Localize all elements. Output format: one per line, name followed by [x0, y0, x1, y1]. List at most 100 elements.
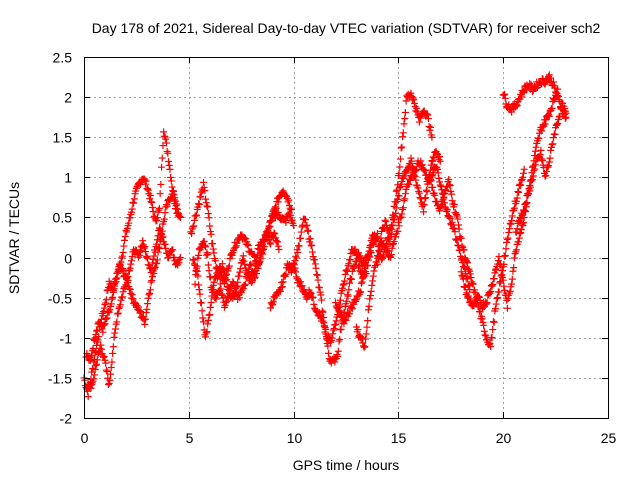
- data-point: [167, 247, 175, 255]
- data-point: [504, 234, 512, 242]
- data-point: [336, 335, 344, 343]
- data-point: [472, 299, 480, 307]
- data-point: [214, 272, 222, 280]
- data-point: [218, 290, 226, 298]
- data-point: [352, 295, 360, 303]
- data-point: [517, 176, 525, 184]
- data-point: [490, 275, 498, 283]
- data-point: [343, 297, 351, 305]
- data-point: [358, 278, 366, 286]
- data-point: [241, 280, 249, 288]
- data-point: [453, 212, 461, 220]
- data-point: [243, 271, 251, 279]
- data-point: [407, 89, 415, 97]
- data-point: [309, 293, 317, 301]
- data-point: [308, 241, 316, 249]
- data-point: [360, 343, 368, 351]
- data-point: [251, 262, 259, 270]
- data-point: [543, 168, 551, 176]
- data-point: [513, 194, 521, 202]
- data-point: [161, 240, 169, 248]
- data-point: [240, 257, 248, 265]
- data-point: [105, 379, 113, 387]
- data-point: [549, 140, 557, 148]
- data-point: [252, 257, 260, 265]
- data-point: [297, 278, 305, 286]
- data-point: [144, 254, 152, 262]
- data-point: [492, 300, 500, 308]
- data-point: [354, 326, 362, 334]
- data-point: [168, 183, 176, 191]
- data-point: [200, 237, 208, 245]
- data-point: [126, 214, 134, 222]
- data-point: [515, 188, 523, 196]
- data-point: [141, 180, 149, 188]
- data-point: [111, 329, 119, 337]
- data-point: [253, 252, 261, 260]
- data-point: [311, 256, 319, 264]
- data-point: [248, 279, 256, 287]
- data-point: [401, 108, 409, 116]
- data-point: [128, 257, 136, 265]
- data-point: [395, 192, 403, 200]
- data-point: [327, 338, 335, 346]
- data-point: [83, 387, 91, 395]
- data-point: [446, 214, 454, 222]
- data-point: [96, 344, 104, 352]
- data-point: [231, 283, 239, 291]
- data-point: [529, 172, 537, 180]
- data-point: [87, 353, 95, 361]
- data-point: [136, 309, 144, 317]
- data-point: [166, 165, 174, 173]
- data-point: [342, 267, 350, 275]
- data-point: [362, 335, 370, 343]
- data-point: [436, 178, 444, 186]
- data-point: [497, 262, 505, 270]
- data-point: [272, 292, 280, 300]
- data-point: [274, 238, 282, 246]
- data-point: [487, 288, 495, 296]
- data-point: [144, 300, 152, 308]
- data-point: [436, 207, 444, 215]
- data-point: [226, 287, 234, 295]
- data-point: [126, 285, 134, 293]
- data-point: [345, 286, 353, 294]
- data-point: [310, 300, 318, 308]
- data-point: [480, 327, 488, 335]
- data-point: [421, 194, 429, 202]
- data-point: [135, 248, 143, 256]
- data-point: [277, 284, 285, 292]
- data-point: [375, 246, 383, 254]
- data-point: [120, 285, 128, 293]
- data-point: [236, 268, 244, 276]
- data-point: [216, 280, 224, 288]
- data-point: [88, 351, 96, 359]
- data-point: [519, 169, 527, 177]
- data-point: [366, 241, 374, 249]
- data-point: [91, 334, 99, 342]
- data-point: [128, 294, 136, 302]
- data-point: [199, 314, 207, 322]
- data-point: [436, 153, 444, 161]
- data-point: [527, 177, 535, 185]
- data-point: [124, 273, 132, 281]
- data-point: [238, 286, 246, 294]
- data-point: [547, 74, 555, 82]
- data-point: [171, 194, 179, 202]
- data-point: [304, 227, 312, 235]
- data-point: [437, 202, 445, 210]
- data-point: [352, 248, 360, 256]
- data-point: [387, 251, 395, 259]
- data-point: [90, 335, 98, 343]
- data-point: [200, 183, 208, 191]
- data-point: [136, 251, 144, 259]
- data-point: [489, 318, 497, 326]
- data-point: [109, 343, 117, 351]
- data-point: [405, 181, 413, 189]
- plot-frame: [84, 57, 609, 419]
- data-point: [297, 234, 305, 242]
- data-point: [325, 349, 333, 357]
- data-point: [512, 228, 520, 236]
- data-point: [320, 319, 328, 327]
- data-point: [460, 246, 468, 254]
